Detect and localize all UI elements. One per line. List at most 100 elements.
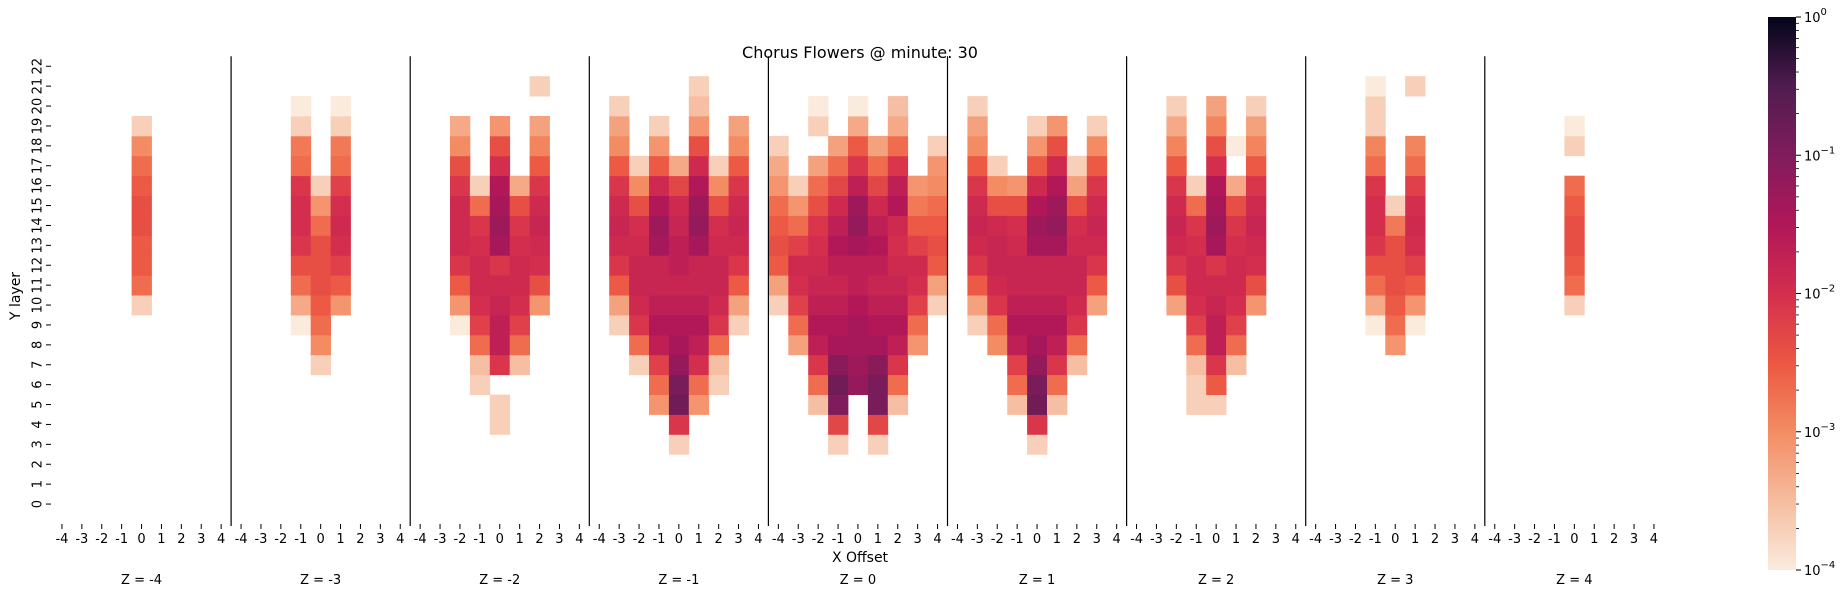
x-tick-label: -4 bbox=[1130, 532, 1143, 547]
heatmap-cell bbox=[1067, 275, 1087, 295]
heatmap-cell bbox=[1226, 275, 1246, 295]
x-tick-label: -3 bbox=[1150, 532, 1163, 547]
heatmap-cell bbox=[291, 116, 311, 136]
heatmap-cell bbox=[967, 295, 987, 315]
heatmap-cell bbox=[530, 235, 550, 255]
heatmap-cell bbox=[868, 295, 888, 315]
heatmap-cell bbox=[669, 176, 689, 196]
y-tick-label: 1 bbox=[31, 480, 46, 488]
heatmap-cell bbox=[1186, 295, 1206, 315]
heatmap-cell bbox=[510, 176, 530, 196]
heatmap-cell bbox=[788, 315, 808, 335]
heatmap-cell bbox=[928, 295, 948, 315]
heatmap-cell bbox=[848, 216, 868, 236]
heatmap-cell bbox=[1365, 275, 1385, 295]
heatmap-cell bbox=[1405, 275, 1425, 295]
heatmap-cell bbox=[629, 216, 649, 236]
heatmap-cell bbox=[291, 295, 311, 315]
x-tick-label: 4 bbox=[1292, 532, 1300, 547]
heatmap-cell bbox=[609, 235, 629, 255]
heatmap-cell bbox=[1564, 235, 1584, 255]
heatmap-cell bbox=[510, 295, 530, 315]
heatmap-cell bbox=[629, 156, 649, 176]
heatmap-cell bbox=[788, 275, 808, 295]
heatmap-cell bbox=[848, 295, 868, 315]
heatmap-cell bbox=[609, 116, 629, 136]
heatmap-cell bbox=[1166, 176, 1186, 196]
heatmap-cell bbox=[908, 196, 928, 216]
colorbar: 100 10−1 10−2 10−3 10−4 bbox=[1768, 7, 1835, 579]
heatmap-cell bbox=[649, 216, 669, 236]
heatmap-cell bbox=[1027, 136, 1047, 156]
heatmap-cell bbox=[868, 335, 888, 355]
x-tick-label: -3 bbox=[792, 532, 805, 547]
heatmap-cell bbox=[729, 196, 749, 216]
heatmap-cell bbox=[729, 295, 749, 315]
heatmap-cell bbox=[450, 156, 470, 176]
heatmap-cell bbox=[609, 255, 629, 275]
heatmap-cell bbox=[689, 315, 709, 335]
heatmap-cell bbox=[828, 156, 848, 176]
heatmap-cell bbox=[729, 176, 749, 196]
x-tick-label: 2 bbox=[1431, 532, 1439, 547]
heatmap-cell bbox=[450, 216, 470, 236]
colorbar-tick-label: 10−1 bbox=[1804, 145, 1835, 164]
heatmap-cell bbox=[311, 216, 331, 236]
heatmap-cell bbox=[669, 415, 689, 435]
heatmap-cell bbox=[331, 235, 351, 255]
heatmap-cell bbox=[1047, 375, 1067, 395]
heatmap-cell bbox=[1166, 96, 1186, 116]
heatmap-cell bbox=[1166, 196, 1186, 216]
x-tick-label: 1 bbox=[336, 532, 344, 547]
y-tick-label: 12 bbox=[31, 257, 46, 274]
heatmap-cell bbox=[1067, 176, 1087, 196]
x-tick-label: 0 bbox=[854, 532, 862, 547]
heatmap-cell bbox=[1186, 315, 1206, 335]
heatmap-cell bbox=[808, 96, 828, 116]
heatmap-cell bbox=[1047, 156, 1067, 176]
heatmap-cell bbox=[848, 136, 868, 156]
heatmap-cell bbox=[490, 136, 510, 156]
heatmap-cell bbox=[450, 275, 470, 295]
heatmap-cell bbox=[1027, 275, 1047, 295]
heatmap-cell bbox=[689, 295, 709, 315]
heatmap-cell bbox=[1067, 355, 1087, 375]
heatmap-cell bbox=[1087, 255, 1107, 275]
heatmap-cell bbox=[768, 255, 788, 275]
heatmap-cell bbox=[928, 275, 948, 295]
heatmap-cell bbox=[888, 375, 908, 395]
heatmap-cell bbox=[1087, 116, 1107, 136]
x-tick-label: -3 bbox=[613, 532, 626, 547]
heatmap-cell bbox=[788, 335, 808, 355]
y-tick-label: 16 bbox=[31, 177, 46, 194]
heatmap-cell bbox=[808, 116, 828, 136]
x-tick-label: -2 bbox=[991, 532, 1004, 547]
heatmap-cell bbox=[928, 216, 948, 236]
heatmap-cell bbox=[1027, 434, 1047, 454]
heatmap-cell bbox=[868, 196, 888, 216]
heatmap-cell bbox=[888, 295, 908, 315]
heatmap-cell bbox=[1405, 295, 1425, 315]
heatmap-cell bbox=[649, 116, 669, 136]
heatmap-cell bbox=[1027, 176, 1047, 196]
heatmap-cell bbox=[311, 335, 331, 355]
heatmap-cell bbox=[629, 295, 649, 315]
heatmap-cell bbox=[729, 235, 749, 255]
heatmap-cell bbox=[828, 415, 848, 435]
x-tick-label: 0 bbox=[1033, 532, 1041, 547]
x-tick-label: -2 bbox=[95, 532, 108, 547]
y-tick-label: 11 bbox=[31, 277, 46, 294]
heatmap-cell bbox=[669, 196, 689, 216]
heatmap-cell bbox=[888, 156, 908, 176]
heatmap-cell bbox=[1246, 235, 1266, 255]
heatmap-cell bbox=[868, 136, 888, 156]
heatmap-cell bbox=[649, 315, 669, 335]
y-tick-label: 17 bbox=[31, 157, 46, 174]
heatmap-cell bbox=[291, 156, 311, 176]
x-tick-label: 1 bbox=[516, 532, 524, 547]
heatmap-cell bbox=[808, 395, 828, 415]
heatmap-cell bbox=[609, 136, 629, 156]
y-tick-label: 3 bbox=[31, 440, 46, 448]
y-tick-label: 8 bbox=[31, 341, 46, 349]
x-tick-label: 3 bbox=[1272, 532, 1280, 547]
